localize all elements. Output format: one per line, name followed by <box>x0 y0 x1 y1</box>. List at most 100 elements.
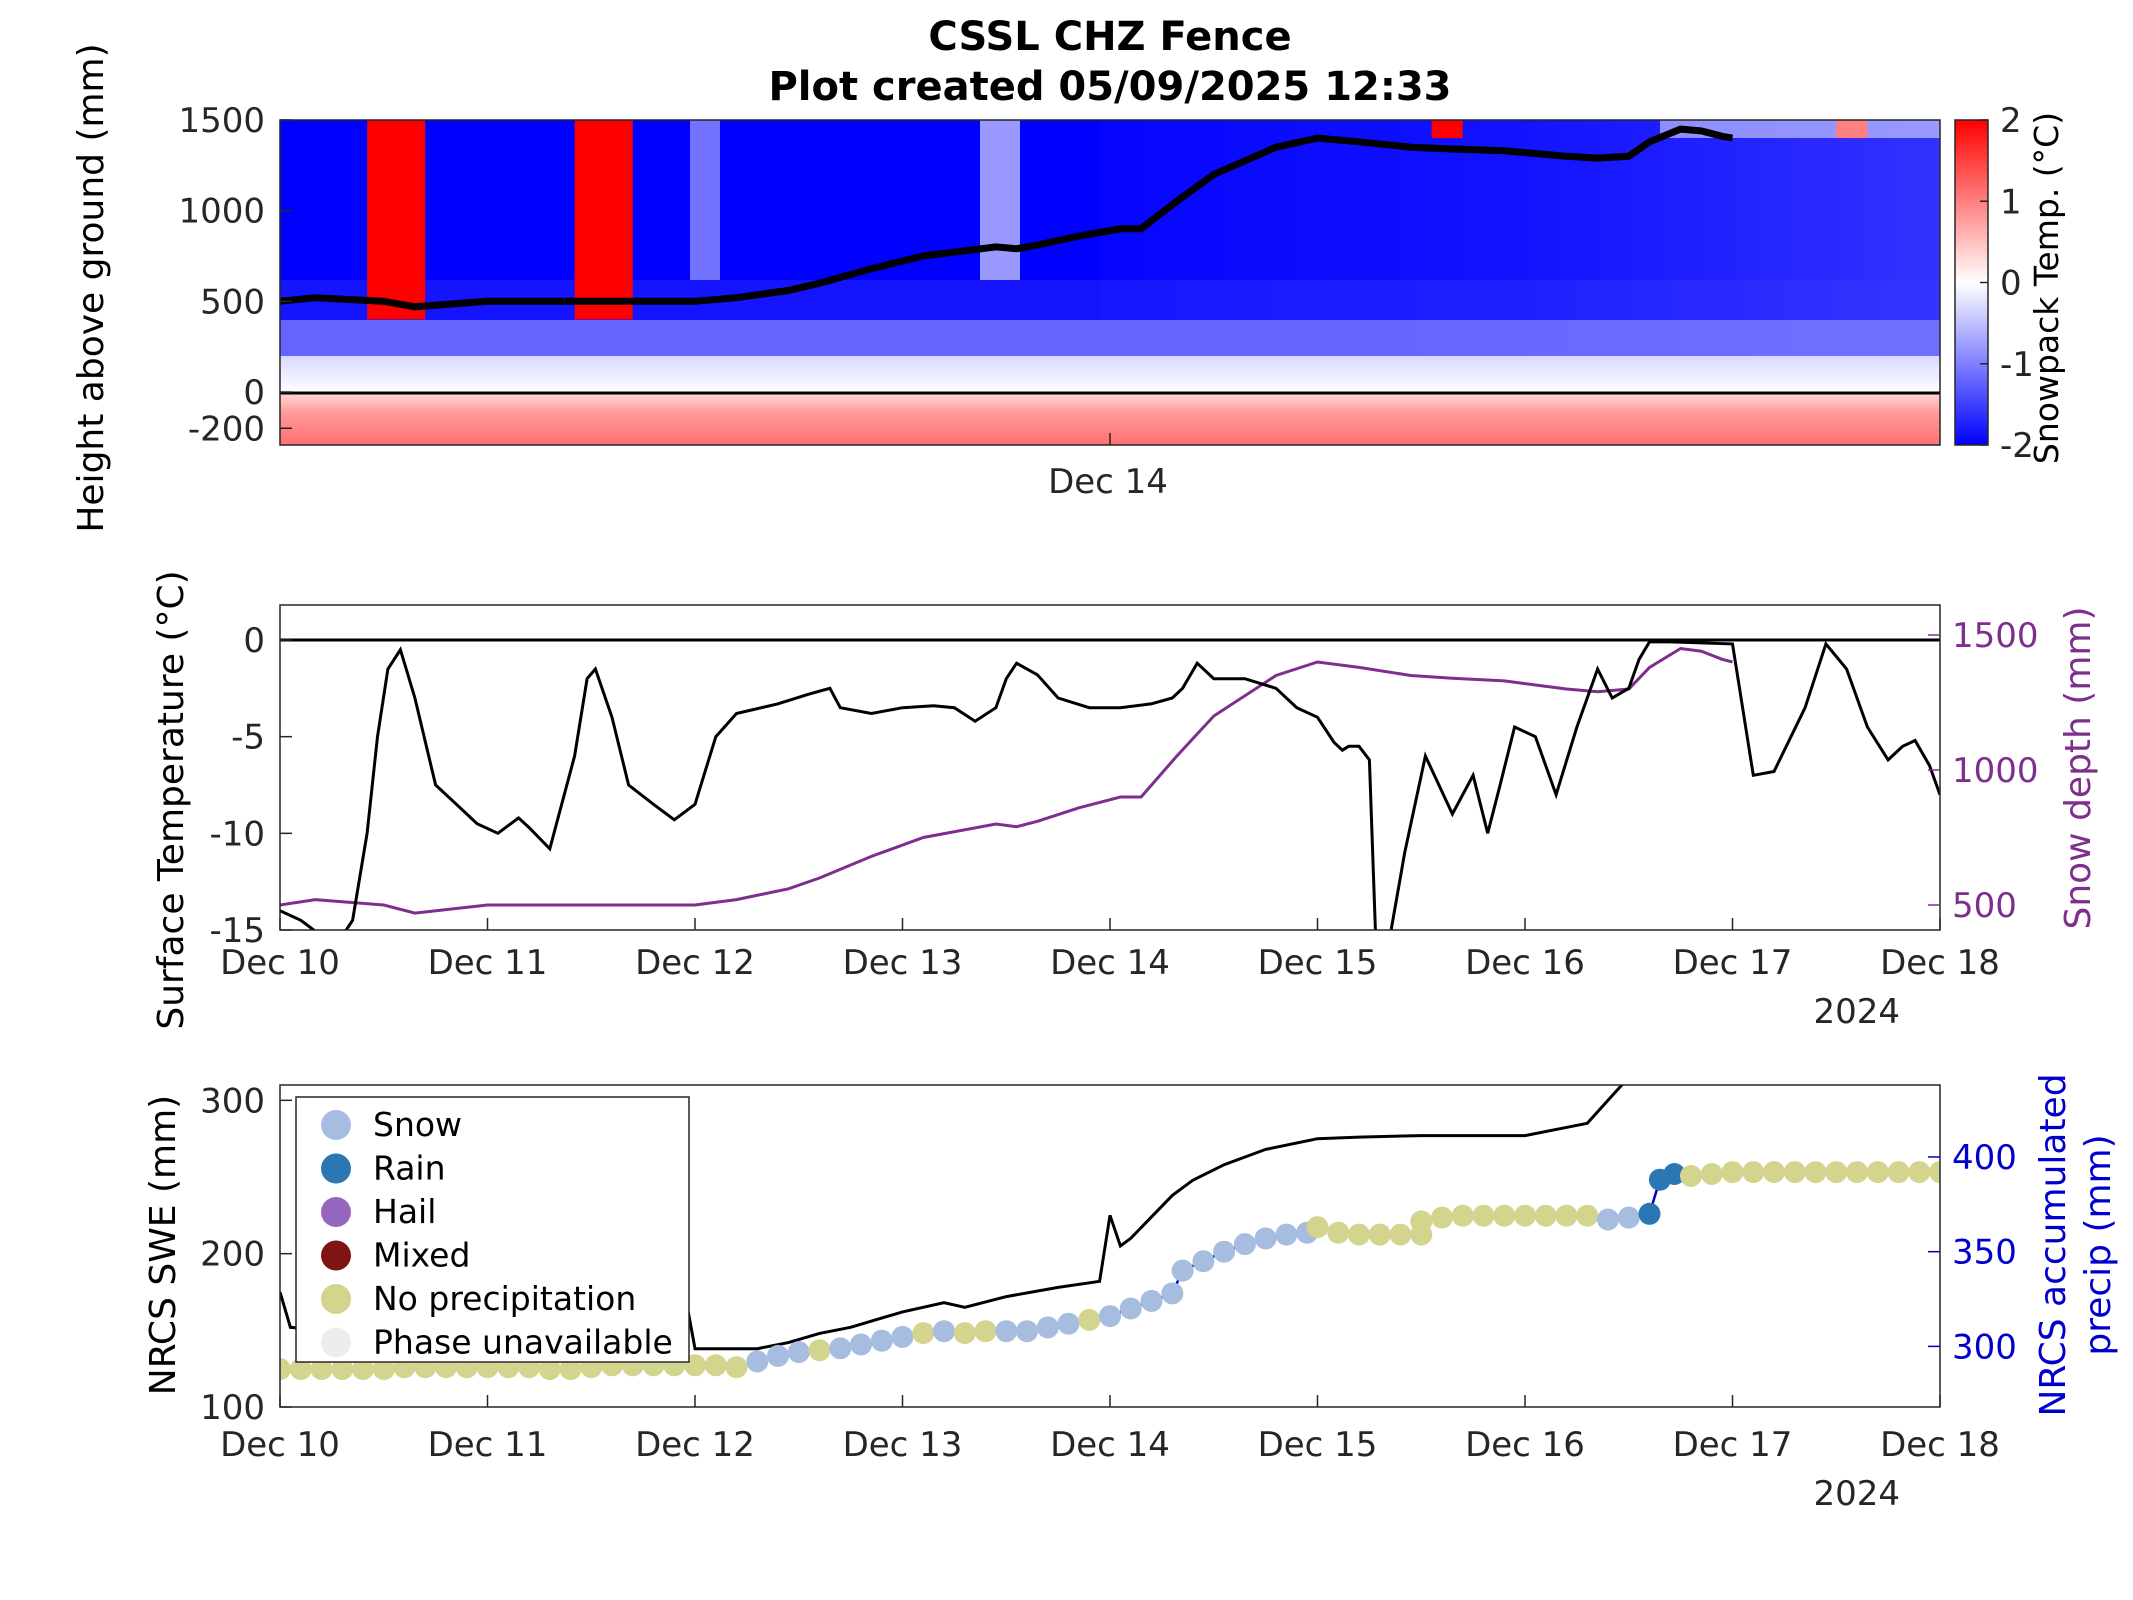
snow-depth-y-tick-label: 1500 <box>1952 616 2039 656</box>
legend-marker <box>321 1327 351 1358</box>
precip-y-tick-label: 350 <box>1952 1233 2017 1273</box>
x-tick-label: Dec 15 <box>1258 1425 1378 1465</box>
legend-marker <box>321 1110 351 1140</box>
precip-point <box>280 1358 291 1381</box>
x-tick-label: Dec 12 <box>635 1425 755 1465</box>
precip-point <box>1597 1208 1619 1231</box>
precip-point <box>1078 1308 1101 1331</box>
x-tick-label: Dec 13 <box>843 943 963 983</box>
precip-point <box>559 1358 582 1381</box>
precip-point <box>850 1333 872 1356</box>
x-tick-label: Dec 12 <box>635 943 755 983</box>
heatmap-y-label: Height above ground (mm) <box>71 43 112 532</box>
precip-point <box>1846 1161 1868 1184</box>
precip-point <box>1368 1223 1391 1246</box>
swe-x-ticks: Dec 10 Dec 11 Dec 12 Dec 13 Dec 14 Dec 15 Dec … <box>220 1395 2000 1465</box>
warm-band-2 <box>1431 120 1463 139</box>
precip-point <box>891 1325 914 1348</box>
heatmap-near-ground <box>280 356 1940 392</box>
heatmap-y-tick-label: 1500 <box>178 101 265 141</box>
precip-point <box>1680 1164 1702 1187</box>
precip-y-label-2: precip (mm) <box>2078 1134 2119 1355</box>
precip-point <box>1389 1223 1412 1246</box>
surface-temp-axes <box>279 604 1941 931</box>
precip-point <box>912 1322 935 1345</box>
precip-point <box>1887 1161 1910 1184</box>
heatmap-pale-band <box>690 120 720 280</box>
precip-point <box>1161 1282 1184 1305</box>
precip-point <box>352 1358 374 1381</box>
colorbar-label: Snowpack Temp. (°C) <box>2027 112 2066 464</box>
precip-point <box>1763 1161 1785 1184</box>
surface-temp-y-tick-label: 0 <box>243 621 265 661</box>
legend-label: Snow <box>373 1105 462 1144</box>
precip-point <box>725 1356 748 1379</box>
swe-y-tick-label: 300 <box>200 1081 265 1121</box>
heatmap-lower-snow-2 <box>280 320 1940 356</box>
legend-label: Mixed <box>373 1236 470 1275</box>
surface-temp-y-label: Surface Temperature (°C) <box>151 570 192 1029</box>
snow-depth-line <box>280 646 1733 915</box>
precip-point <box>1514 1204 1536 1227</box>
surface-temp-y-tick-label: -15 <box>209 911 265 951</box>
precip-point <box>829 1337 852 1360</box>
year-label-3: 2024 <box>1813 1474 1900 1514</box>
precip-point <box>538 1358 561 1381</box>
snow-depth-y-ticks: 1500 1000 500 <box>1928 616 2039 926</box>
precip-point <box>372 1358 395 1381</box>
x-tick-label: Dec 18 <box>1880 943 2000 983</box>
surface-temp-y-tick-label: -5 <box>231 718 265 758</box>
precip-point <box>1327 1221 1350 1244</box>
precip-y-tick-label: 300 <box>1952 1327 2017 1367</box>
precip-point <box>1099 1305 1121 1328</box>
precip-point <box>1119 1297 1142 1320</box>
snow-depth-y-label: Snow depth (mm) <box>2058 606 2099 929</box>
heatmap-y-ticks: 1500 1000 500 0-200 <box>178 101 292 449</box>
legend-label: Hail <box>373 1192 436 1231</box>
precip-point <box>1929 1161 1940 1184</box>
precip-y-tick-label: 400 <box>1952 1138 2017 1178</box>
precip-point <box>1192 1250 1215 1273</box>
x-tick-label: Dec 10 <box>220 1425 340 1465</box>
chart-title: CSSL CHZ Fence <box>928 14 1291 60</box>
precip-y-ticks: 400 350 300 <box>1928 1138 2017 1367</box>
precip-point <box>1721 1161 1744 1184</box>
precip-point <box>953 1322 976 1345</box>
precip-point <box>808 1339 831 1362</box>
legend-marker <box>321 1153 351 1184</box>
precip-point <box>331 1358 354 1381</box>
x-tick-label: Dec 16 <box>1465 1425 1585 1465</box>
colorbar-tick-label: 1 <box>2000 182 2022 222</box>
precip-point <box>1493 1204 1516 1227</box>
colorbar-tick-label: 0 <box>2000 264 2022 304</box>
surface-temp-y-tick-label: -10 <box>209 814 265 854</box>
legend: Snow Rain Hail Mixed No precipitation Phase u… <box>295 1096 690 1363</box>
legend-box <box>295 1096 690 1363</box>
precip-point <box>787 1341 810 1364</box>
colorbar-tick-label: -1 <box>2000 345 2034 385</box>
precip-point <box>1638 1202 1661 1225</box>
surface-temp-panel: 0 -5 -10 -15 1500 1000 500 Dec 10 Dec 11 Dec 12… <box>151 570 2099 1032</box>
precip-points <box>280 1161 1940 1381</box>
precip-y-label-1: NRCS accumulated <box>2033 1073 2074 1416</box>
surface-temp-x-ticks: Dec 10 Dec 11 Dec 12 Dec 13 Dec 14 Dec 15 Dec … <box>220 918 2000 983</box>
precip-point <box>1275 1223 1298 1246</box>
precip-point <box>1036 1316 1059 1339</box>
x-tick-label: Dec 16 <box>1465 943 1585 983</box>
surface-temp-y-ticks: 0 -5 -10 -15 <box>209 621 292 951</box>
snow-depth-y-tick-label: 1000 <box>1952 751 2039 791</box>
legend-items: Snow Rain Hail Mixed No precipitation Phase u… <box>321 1105 673 1362</box>
x-tick-label: Dec 11 <box>428 943 548 983</box>
precip-point <box>1866 1161 1889 1184</box>
precip-point <box>1472 1204 1495 1227</box>
precip-point <box>1254 1227 1277 1250</box>
precip-point <box>746 1350 769 1373</box>
x-tick-label: Dec 10 <box>220 943 340 983</box>
warm-bands <box>367 120 1868 320</box>
year-label-2: 2024 <box>1813 992 1900 1032</box>
swe-y-tick-label: 100 <box>200 1388 265 1428</box>
precip-point <box>870 1329 893 1352</box>
legend-marker <box>321 1240 351 1271</box>
precip-point <box>1783 1161 1806 1184</box>
